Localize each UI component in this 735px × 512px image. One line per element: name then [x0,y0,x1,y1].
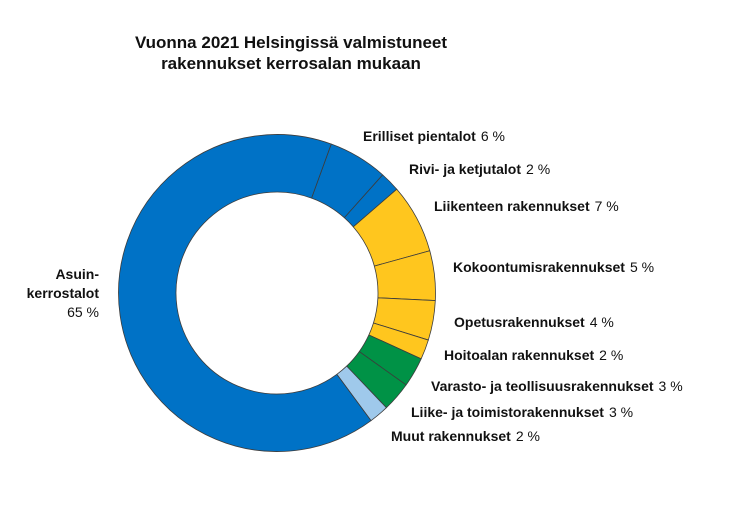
slice-label-erilliset-pientalot: Erilliset pientalot 6 % [363,127,505,145]
slice-label-rivi-ja-ketjutalot: Rivi- ja ketjutalot 2 % [409,160,550,178]
slice-name: Muut rakennukset [391,428,511,444]
slice-percent: 2 % [599,347,624,363]
slice-label-liike-ja-toimistorakennukset: Liike- ja toimistorakennukset 3 % [411,403,633,421]
slice-name: Kokoontumisrakennukset [453,259,625,275]
slice-percent: 6 % [480,128,505,144]
slice-percent: 4 % [589,314,614,330]
slice-percent: 65 % [67,304,99,320]
slice-name: Erilliset pientalot [363,128,476,144]
slice-label-liikenteen-rakennukset: Liikenteen rakennukset 7 % [434,197,619,215]
slice-name: Rivi- ja ketjutalot [409,161,522,177]
slice-percent: 3 % [658,378,683,394]
slice-name: Hoitoalan rakennukset [444,347,595,363]
chart-title-line2: rakennukset kerrosalan mukaan [161,54,421,73]
slice-label-asuinkerrostalot: Asuin- kerrostalot 65 % [27,265,99,322]
slice-percent: 2 % [515,428,540,444]
slice-label-kokoontumisrakennukset: Kokoontumisrakennukset 5 % [453,258,654,276]
slice-percent: 7 % [594,198,619,214]
chart-title-line1: Vuonna 2021 Helsingissä valmistuneet [134,33,448,52]
slice-name: Opetusrakennukset [454,314,585,330]
chart-title: Vuonna 2021 Helsingissä valmistuneet rak… [96,32,486,74]
slice-percent: 2 % [526,161,551,177]
slice-label-varasto-ja-teollisuusrakennukset: Varasto- ja teollisuusrakennukset 3 % [431,377,683,395]
slice-label-hoitoalan-rakennukset: Hoitoalan rakennukset 2 % [444,346,623,364]
slice-label-opetusrakennukset: Opetusrakennukset 4 % [454,313,614,331]
slice-percent: 5 % [629,259,655,275]
slice-name: Liike- ja toimistorakennukset [411,404,604,420]
slice-label-muut-rakennukset: Muut rakennukset 2 % [391,427,540,445]
donut-slice-9 [118,134,372,452]
slice-percent: 3 % [608,404,634,420]
slice-name-line2: kerrostalot [26,285,99,301]
slice-name: Liikenteen rakennukset [434,198,590,214]
slice-name: Varasto- ja teollisuusrakennukset [431,378,654,394]
slice-name-line1: Asuin- [55,266,99,282]
